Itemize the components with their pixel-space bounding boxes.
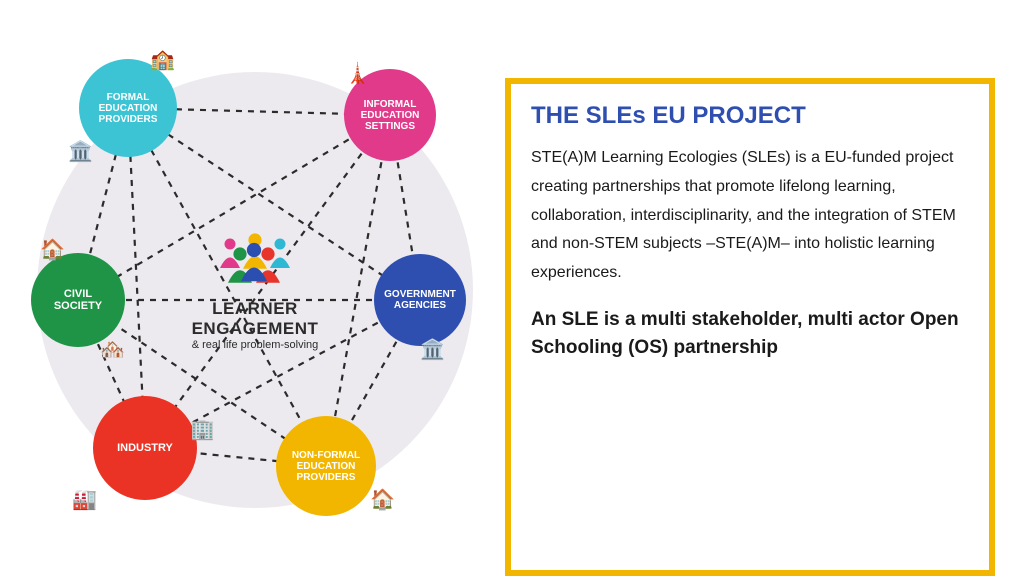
center-title: LEARNER ENGAGEMENT	[170, 299, 340, 339]
decor-icon-0: 🏫	[150, 50, 175, 70]
decor-icon-6: 🏢	[190, 420, 215, 440]
decor-icon-7: 🏭	[72, 490, 97, 510]
decor-icon-2: 🗼	[345, 64, 370, 84]
node-industry: INDUSTRY	[93, 396, 197, 500]
panel-title: THE SLEs EU PROJECT	[531, 102, 969, 130]
info-panel: THE SLEs EU PROJECT STE(A)M Learning Eco…	[505, 78, 995, 576]
info-panel-inner: THE SLEs EU PROJECT STE(A)M Learning Eco…	[511, 84, 989, 383]
node-civil: CIVILSOCIETY	[31, 253, 125, 347]
panel-strong: An SLE is a multi stakeholder, multi act…	[531, 306, 969, 361]
people-icon	[210, 230, 300, 288]
network-diagram: LEARNER ENGAGEMENT & real life problem-s…	[0, 0, 505, 576]
node-nonformal: NON-FORMALEDUCATIONPROVIDERS	[276, 416, 376, 516]
node-formal: FORMALEDUCATIONPROVIDERS	[79, 59, 177, 157]
panel-body: STE(A)M Learning Ecologies (SLEs) is a E…	[531, 144, 969, 288]
decor-icon-5: 🏛️	[420, 340, 445, 360]
node-gov: GOVERNMENTAGENCIES	[374, 254, 466, 346]
decor-icon-3: 🏠	[40, 240, 65, 260]
decor-icon-8: 🏠	[370, 490, 395, 510]
center-subtitle: & real life problem-solving	[170, 339, 340, 351]
decor-icon-4: 🏘️	[100, 340, 125, 360]
center-label: LEARNER ENGAGEMENT & real life problem-s…	[170, 230, 340, 351]
decor-icon-1: 🏛️	[68, 142, 93, 162]
slide-container: LEARNER ENGAGEMENT & real life problem-s…	[0, 0, 1024, 576]
